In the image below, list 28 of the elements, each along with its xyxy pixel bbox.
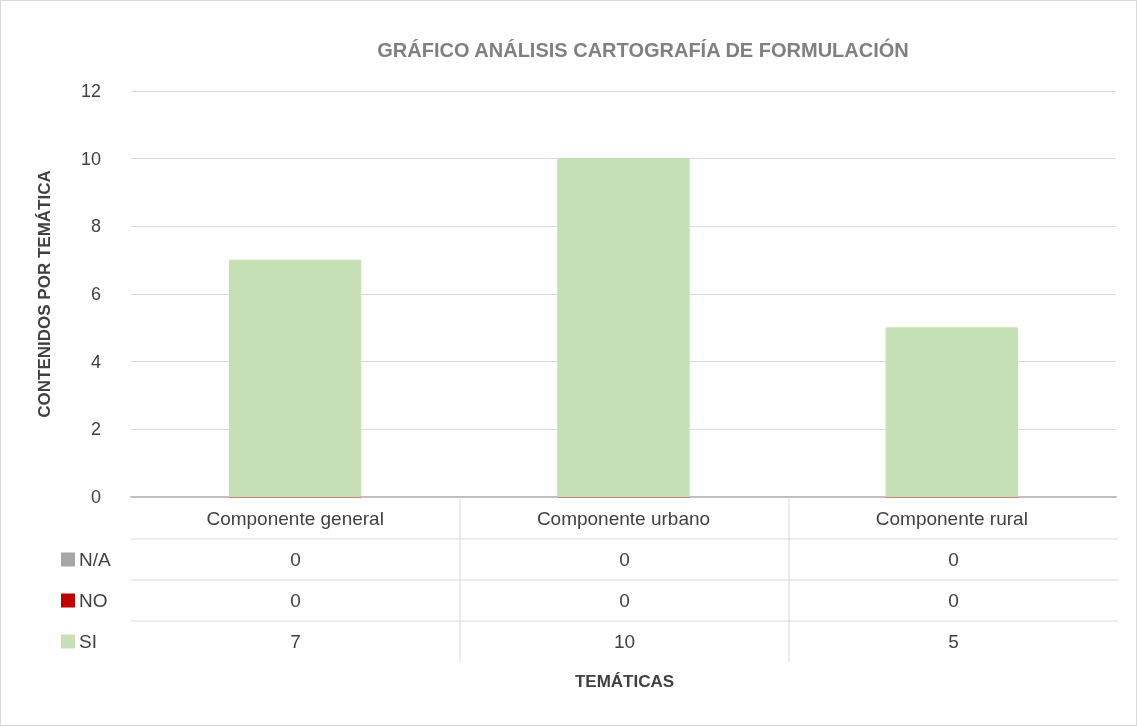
- x-tick-label: Componente rural: [875, 508, 1028, 529]
- data-label: 0: [290, 590, 301, 611]
- bar: [557, 158, 690, 498]
- y-tick-label: 4: [90, 351, 101, 372]
- x-tick-label: Componente urbano: [536, 508, 711, 529]
- bar: [885, 327, 1018, 498]
- y-tick-label: 8: [90, 216, 101, 237]
- text: TEMÁTICAS: [574, 671, 675, 691]
- data-label: 0: [619, 549, 630, 570]
- y-tick-label: 2: [90, 419, 101, 440]
- data-label: 0: [948, 549, 959, 570]
- legend-label: SI: [79, 631, 97, 652]
- data-label: 0: [948, 590, 959, 611]
- x-tick-label: Componente general: [206, 508, 384, 529]
- data-label: 5: [948, 631, 959, 652]
- legend-label: NO: [79, 590, 108, 611]
- data-label: 10: [613, 631, 636, 652]
- y-tick-label: 12: [80, 81, 101, 101]
- y-tick-label: 10: [80, 148, 101, 169]
- legend-label: N/A: [79, 549, 111, 570]
- y-axis-title: CONTENIDOS POR TEMÁTICA: [35, 170, 54, 418]
- y-tick-label: 0: [90, 487, 101, 507]
- data-label: 7: [290, 631, 301, 652]
- chart-title: GRÁFICO ANÁLISIS CARTOGRAFÍA DE FORMULACIÓN: [377, 38, 909, 61]
- data-label: 0: [619, 590, 630, 611]
- data-label: 0: [290, 549, 301, 570]
- bar: [229, 259, 362, 498]
- y-tick-label: 6: [90, 284, 101, 304]
